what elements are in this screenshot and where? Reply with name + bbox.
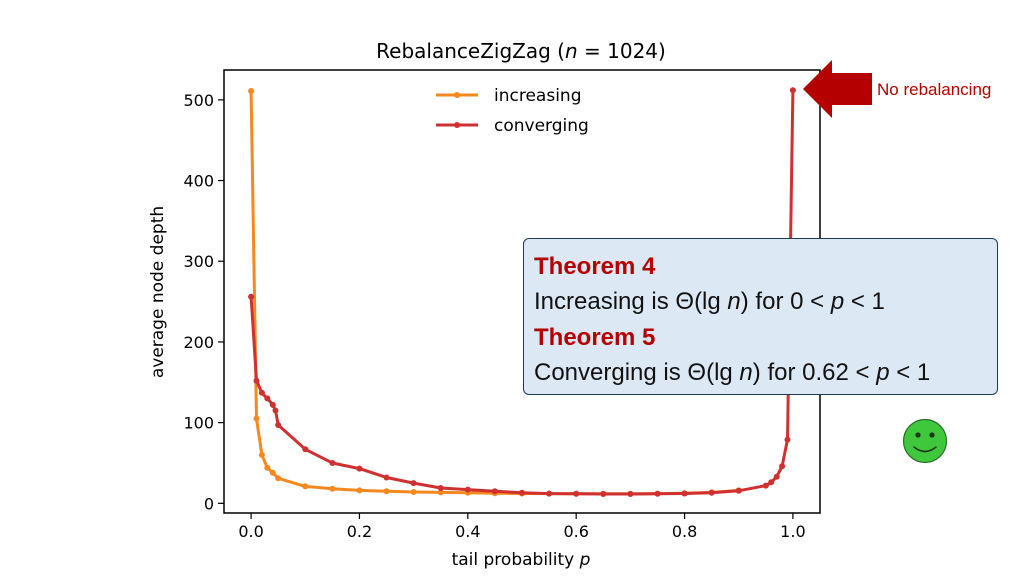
series-converging: [248, 87, 796, 497]
legend-label-converging: converging: [494, 116, 589, 136]
x-axis: 0.0 0.2 0.4 0.6 0.8 1.0: [238, 513, 806, 541]
data-point-converging: [329, 460, 336, 466]
y-tick-label: 400: [183, 172, 214, 191]
data-point-increasing: [329, 485, 336, 492]
y-tick-label: 0: [204, 494, 214, 513]
data-point-increasing: [356, 487, 363, 494]
data-point-converging: [768, 479, 775, 486]
data-point-increasing: [253, 415, 260, 422]
data-point-increasing: [269, 469, 276, 476]
data-point-converging: [275, 422, 282, 428]
legend-marker-increasing: [454, 92, 460, 98]
data-point-converging: [248, 293, 255, 300]
y-axis-title: average node depth: [148, 206, 168, 378]
data-point-increasing: [410, 489, 417, 495]
data-point-converging: [519, 489, 525, 496]
data-point-converging: [546, 490, 553, 497]
data-point-converging: [272, 407, 279, 414]
theorem-5-title: Theorem 5: [534, 324, 656, 351]
data-point-increasing: [258, 451, 265, 458]
y-tick-label: 300: [183, 252, 214, 271]
data-point-increasing: [275, 475, 282, 482]
data-point-converging: [573, 490, 580, 497]
data-point-converging: [464, 486, 471, 493]
theorem-box: Theorem 4 Increasing is Θ(lg n) for 0 < …: [523, 238, 998, 395]
data-point-converging: [264, 395, 271, 402]
data-point-converging: [735, 487, 742, 494]
data-point-increasing: [383, 488, 390, 495]
data-point-increasing: [248, 88, 255, 94]
y-tick-label: 100: [183, 414, 214, 433]
data-point-increasing: [302, 483, 309, 490]
data-point-converging: [773, 473, 780, 480]
data-point-converging: [779, 463, 786, 470]
legend-label-increasing: increasing: [494, 86, 581, 106]
data-point-converging: [410, 480, 417, 487]
x-tick-label: 1.0: [780, 522, 805, 541]
data-point-converging: [253, 377, 260, 384]
theorem-4-title: Theorem 4: [534, 253, 656, 280]
x-axis-title: tail probability p: [452, 550, 591, 570]
data-point-converging: [383, 474, 390, 481]
series-layer: [248, 87, 796, 497]
data-point-increasing: [264, 464, 271, 471]
theorem-4-statement: Increasing is Θ(lg n) for 0 < p < 1: [534, 288, 885, 315]
data-point-converging: [437, 485, 444, 491]
y-tick-label: 200: [183, 333, 214, 352]
x-tick-label: 0.6: [563, 522, 588, 541]
legend: increasing converging: [436, 86, 589, 136]
no-rebalancing-label: No rebalancing: [877, 80, 991, 99]
data-point-converging: [258, 389, 265, 396]
data-point-converging: [627, 491, 634, 497]
data-point-converging: [654, 490, 661, 497]
data-point-converging: [600, 491, 607, 497]
data-point-converging: [789, 87, 796, 94]
x-tick-label: 0.2: [347, 522, 372, 541]
left-arrow-icon: [803, 60, 872, 118]
chart-title: RebalanceZigZag (n = 1024): [376, 39, 666, 63]
data-point-converging: [302, 446, 309, 453]
x-tick-label: 0.4: [455, 522, 480, 541]
data-point-converging: [784, 436, 791, 443]
x-tick-label: 0.8: [672, 522, 697, 541]
data-point-increasing: [437, 489, 444, 496]
y-axis: 0 100 200 300 400 500: [183, 91, 224, 513]
data-point-converging: [356, 465, 363, 472]
data-point-converging: [269, 401, 276, 408]
y-tick-label: 500: [183, 91, 214, 110]
data-point-converging: [491, 488, 498, 495]
legend-marker-converging: [454, 122, 460, 128]
data-point-converging: [681, 490, 688, 497]
data-point-converging: [762, 482, 769, 489]
x-tick-label: 0.0: [238, 522, 263, 541]
smiley-face-icon: [902, 418, 948, 464]
data-point-converging: [708, 489, 715, 496]
theorem-5-statement: Converging is Θ(lg n) for 0.62 < p < 1: [534, 359, 931, 386]
